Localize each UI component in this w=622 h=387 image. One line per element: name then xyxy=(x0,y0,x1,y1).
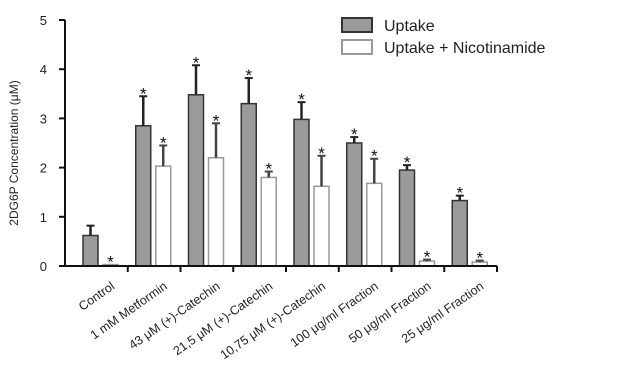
x-tick-label: 100 μg/ml Fraction xyxy=(288,279,381,350)
legend-label-uptake-nicotinamide: Uptake + Nicotinamide xyxy=(384,40,546,57)
bar-uptake xyxy=(135,125,152,267)
y-tick-label: 4 xyxy=(40,62,47,77)
significance-star: * xyxy=(424,248,431,267)
significance-star: * xyxy=(318,144,325,163)
legend-swatch-uptake xyxy=(341,17,373,33)
legend-label-uptake: Uptake xyxy=(384,18,435,35)
bar-uptake-nicotinamide xyxy=(313,185,330,267)
legend-swatch-uptake-nicotinamide xyxy=(341,39,373,55)
significance-star: * xyxy=(265,160,272,179)
significance-star: * xyxy=(404,153,411,172)
significance-star: * xyxy=(371,147,378,166)
y-tick-label: 0 xyxy=(40,259,47,274)
y-tick-label: 5 xyxy=(40,13,47,28)
bar-uptake xyxy=(293,118,310,267)
bar-uptake xyxy=(187,94,205,267)
significance-star: * xyxy=(245,66,252,85)
bar-uptake xyxy=(346,142,363,267)
x-tick-label: Control xyxy=(76,279,117,314)
plot-area: * * * * * * * * * * * * * * * xyxy=(82,53,488,272)
y-tick-label: 2 xyxy=(40,161,47,176)
significance-star: * xyxy=(213,111,220,130)
significance-star: * xyxy=(298,90,305,109)
legend: Uptake Uptake + Nicotinamide xyxy=(341,17,546,57)
significance-star: * xyxy=(456,184,463,203)
bar-uptake-nicotinamide xyxy=(260,176,277,267)
significance-star: * xyxy=(140,84,147,103)
bar-uptake-nicotinamide xyxy=(207,157,225,267)
bar-uptake xyxy=(398,169,416,267)
y-tick-label: 1 xyxy=(40,210,47,225)
bar-uptake xyxy=(240,102,257,267)
significance-star: * xyxy=(476,249,483,268)
significance-star: * xyxy=(107,253,114,272)
bar-uptake-nicotinamide xyxy=(155,165,172,267)
bar-uptake xyxy=(451,199,468,267)
y-tick-label: 3 xyxy=(40,111,47,126)
bar-uptake-nicotinamide xyxy=(366,182,383,267)
significance-star: * xyxy=(193,53,200,72)
x-tick-label: 43 μM (+)-Catechin xyxy=(126,279,222,352)
y-axis: 0 1 2 3 4 5 xyxy=(40,13,66,274)
significance-star: * xyxy=(351,125,358,144)
significance-star: * xyxy=(160,133,167,152)
bar-uptake xyxy=(82,234,99,267)
y-axis-label: 2DG6P Concentration (μM) xyxy=(7,80,21,225)
